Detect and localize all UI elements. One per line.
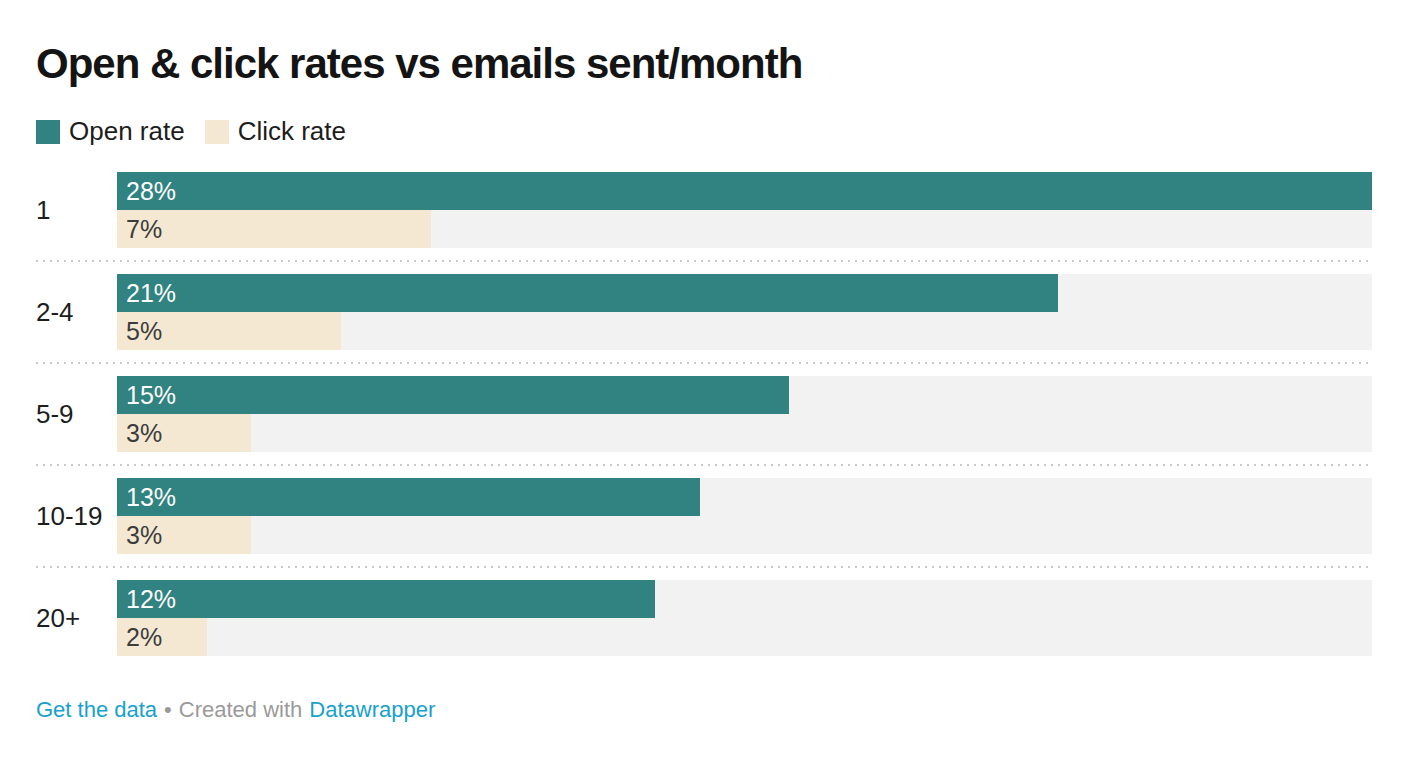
get-the-data-link[interactable]: Get the data [36, 697, 157, 723]
click-rate-bar: 7% [117, 210, 431, 248]
legend-label: Open rate [69, 116, 185, 147]
category-label: 1 [36, 172, 117, 248]
chart-row: 5-9 15% 3% [36, 376, 1372, 452]
bar-group: 21% 5% [117, 274, 1372, 350]
bar-value-label: 12% [117, 580, 176, 618]
open-rate-bar: 15% [117, 376, 789, 414]
bar-value-label: 3% [117, 516, 162, 554]
datawrapper-link[interactable]: Datawrapper [309, 697, 435, 723]
row-separator [36, 464, 1372, 466]
bar-group: 28% 7% [117, 172, 1372, 248]
legend-item-click-rate: Click rate [205, 116, 346, 147]
legend-item-open-rate: Open rate [36, 116, 185, 147]
bar-value-label: 15% [117, 376, 176, 414]
click-rate-track: 2% [117, 618, 1372, 656]
click-rate-track: 7% [117, 210, 1372, 248]
bar-value-label: 13% [117, 478, 176, 516]
click-rate-track: 5% [117, 312, 1372, 350]
bar-value-label: 7% [117, 210, 162, 248]
chart-row: 20+ 12% 2% [36, 580, 1372, 656]
legend: Open rate Click rate [36, 116, 346, 147]
bar-value-label: 5% [117, 312, 162, 350]
open-rate-bar: 12% [117, 580, 655, 618]
created-with-text: Created with [179, 697, 303, 723]
row-separator [36, 260, 1372, 262]
chart-row: 10-19 13% 3% [36, 478, 1372, 554]
click-rate-bar: 3% [117, 414, 251, 452]
bar-group: 13% 3% [117, 478, 1372, 554]
chart-row: 2-4 21% 5% [36, 274, 1372, 350]
click-rate-bar: 3% [117, 516, 251, 554]
bar-value-label: 28% [117, 172, 176, 210]
open-rate-track: 13% [117, 478, 1372, 516]
open-rate-track: 12% [117, 580, 1372, 618]
click-rate-bar: 5% [117, 312, 341, 350]
open-rate-track: 28% [117, 172, 1372, 210]
row-separator [36, 362, 1372, 364]
click-rate-track: 3% [117, 516, 1372, 554]
datawrapper-chart: Open & click rates vs emails sent/month … [0, 0, 1426, 764]
row-separator [36, 566, 1372, 568]
bar-group: 12% 2% [117, 580, 1372, 656]
click-rate-swatch-icon [205, 120, 229, 144]
bar-value-label: 3% [117, 414, 162, 452]
legend-label: Click rate [238, 116, 346, 147]
bar-group: 15% 3% [117, 376, 1372, 452]
category-label: 20+ [36, 580, 117, 656]
footer-dot: • [164, 697, 172, 723]
chart-row: 1 28% 7% [36, 172, 1372, 248]
open-rate-track: 21% [117, 274, 1372, 312]
open-rate-swatch-icon [36, 120, 60, 144]
category-label: 10-19 [36, 478, 117, 554]
open-rate-track: 15% [117, 376, 1372, 414]
open-rate-bar: 21% [117, 274, 1058, 312]
bar-value-label: 2% [117, 618, 162, 656]
click-rate-track: 3% [117, 414, 1372, 452]
footer: Get the data • Created with Datawrapper [36, 697, 435, 723]
open-rate-bar: 28% [117, 172, 1372, 210]
page-title: Open & click rates vs emails sent/month [36, 40, 802, 88]
open-rate-bar: 13% [117, 478, 700, 516]
bar-value-label: 21% [117, 274, 176, 312]
click-rate-bar: 2% [117, 618, 207, 656]
category-label: 5-9 [36, 376, 117, 452]
category-label: 2-4 [36, 274, 117, 350]
